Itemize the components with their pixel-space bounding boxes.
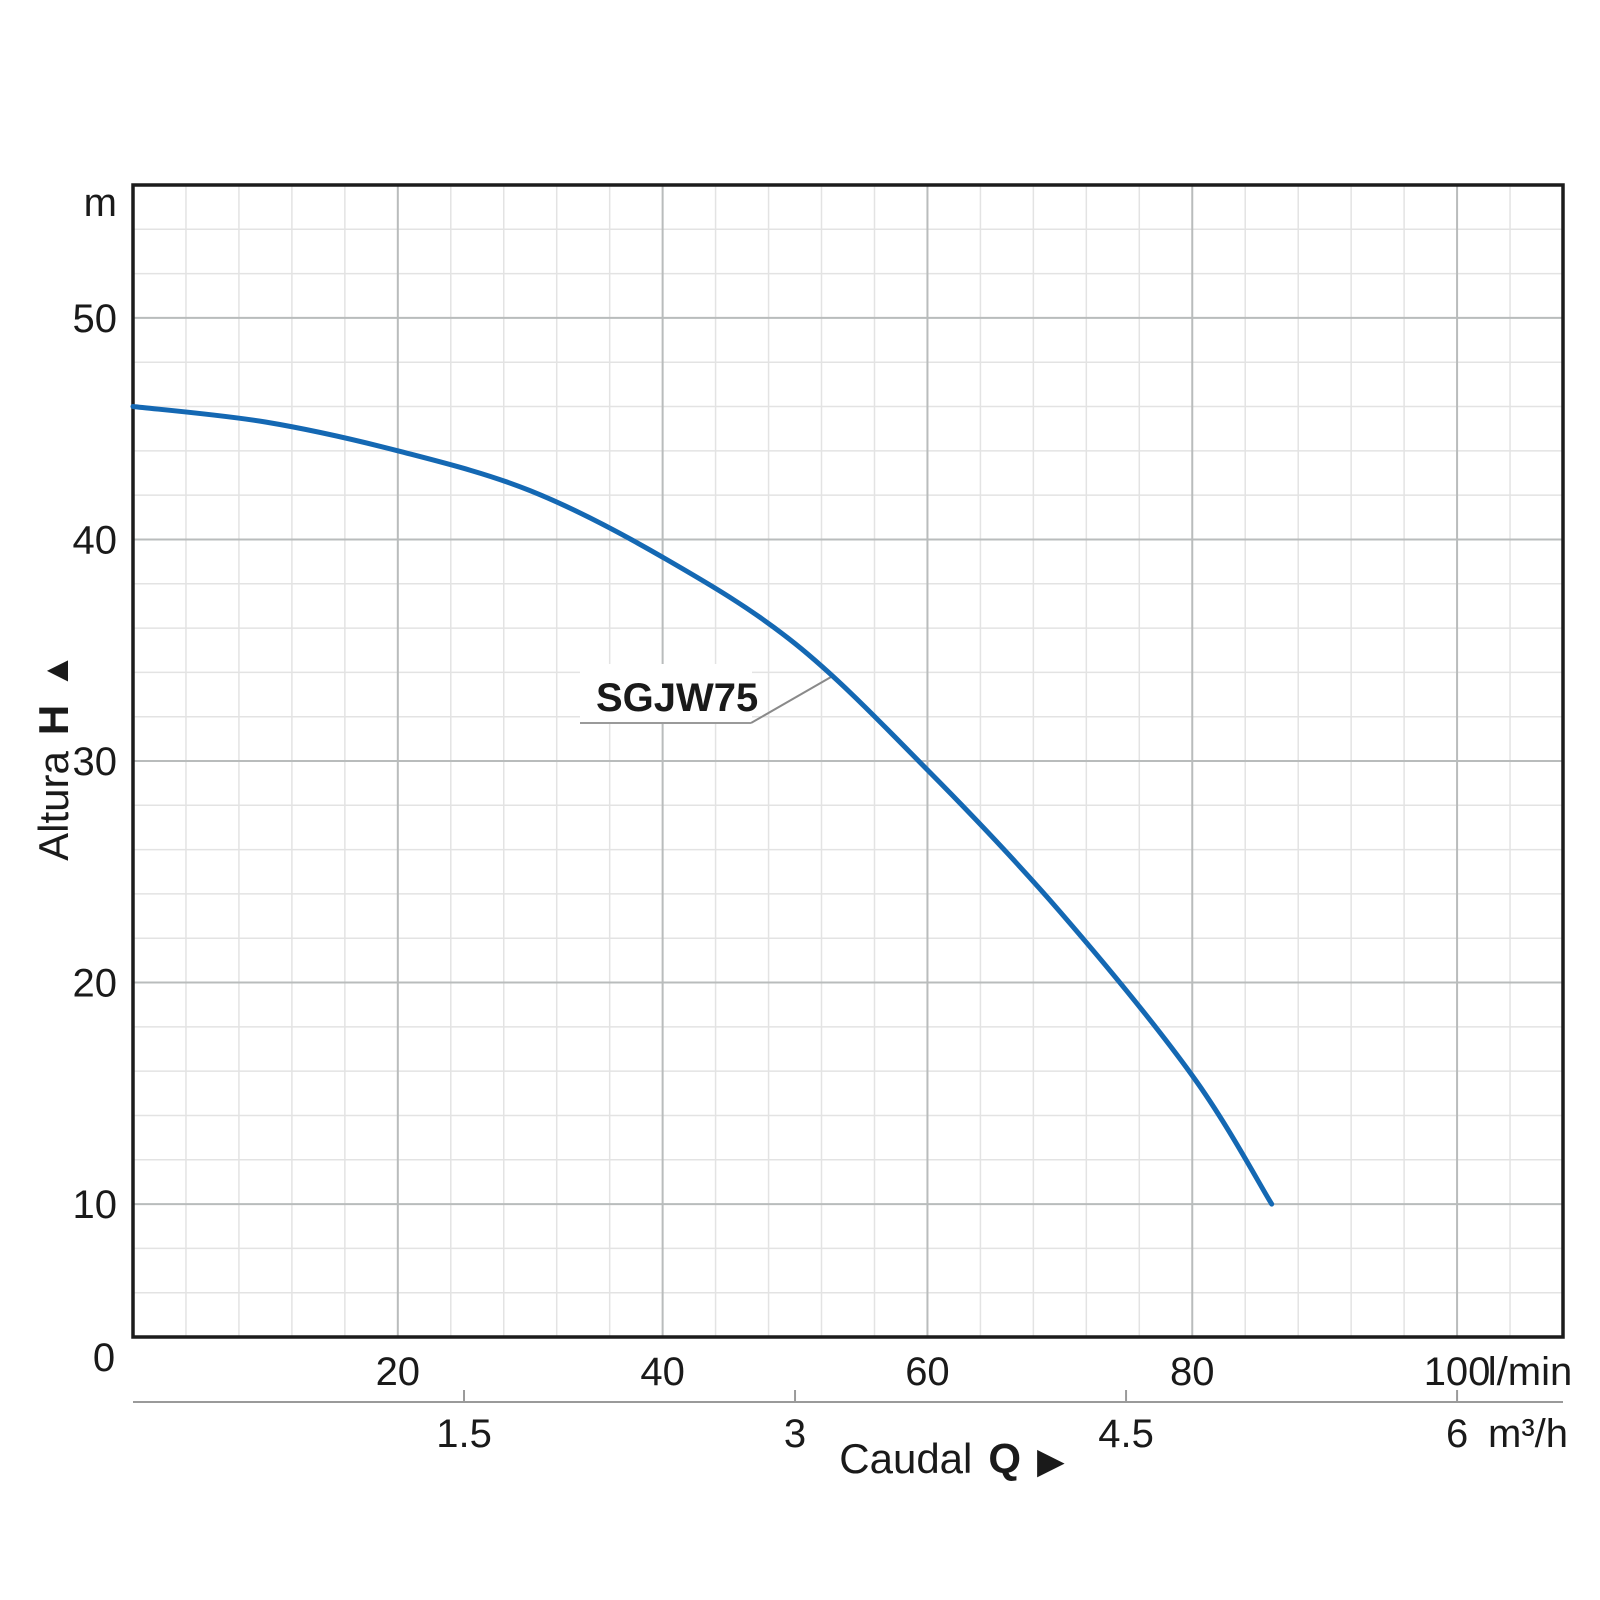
x-tick-label-m3h: 6	[1446, 1412, 1468, 1456]
y-tick-label: 40	[73, 518, 118, 562]
x-tick-label-m3h: 1.5	[436, 1412, 492, 1456]
origin-tick-label: 0	[93, 1336, 115, 1380]
x-axis-unit-lmin-label: l/min	[1488, 1350, 1572, 1394]
y-axis-title: Altura H ▲	[30, 653, 77, 861]
y-tick-label: 10	[73, 1183, 118, 1227]
x-tick-label-lmin: 80	[1170, 1350, 1215, 1394]
x-axis-unit-m3h-label: m³/h	[1488, 1412, 1568, 1456]
y-tick-label: 30	[73, 740, 118, 784]
y-tick-label: 20	[73, 962, 118, 1006]
x-axis-title: Caudal Q ▶	[839, 1435, 1065, 1482]
x-axis-tick-labels-lmin: 20 40 60 80 100	[376, 1350, 1491, 1394]
x-axis-arrow-icon: ▶	[1037, 1440, 1065, 1481]
y-tick-label: 50	[73, 297, 118, 341]
pump-curve-sgjw75	[130, 404, 1275, 1207]
curve-label-box	[580, 664, 752, 722]
x-tick-label-lmin: 20	[376, 1350, 421, 1394]
curve-label: SGJW75	[596, 676, 758, 720]
x-axis-title-symbol: Q	[988, 1435, 1021, 1482]
x-tick-label-lmin: 60	[905, 1350, 950, 1394]
y-axis-tick-labels: 10 20 30 40 50	[73, 297, 118, 1227]
x-tick-label-lmin: 40	[640, 1350, 685, 1394]
x-tick-label-m3h: 3	[784, 1412, 806, 1456]
y-axis-title-symbol: H	[30, 705, 77, 735]
x-tick-label-lmin: 100	[1424, 1350, 1491, 1394]
y-axis-arrow-icon: ▲	[35, 653, 76, 689]
gridlines-major	[133, 185, 1563, 1337]
y-axis-title-word: Altura	[30, 750, 77, 860]
x-axis-title-word: Caudal	[839, 1435, 972, 1482]
curve-label-leader-line	[750, 676, 832, 724]
plot-border	[131, 183, 1565, 1339]
x-axis-tick-labels-m3h: 1.5 3 4.5 6	[436, 1390, 1468, 1456]
x-tick-label-m3h: 4.5	[1098, 1412, 1154, 1456]
y-axis-unit-label: m	[84, 181, 117, 225]
